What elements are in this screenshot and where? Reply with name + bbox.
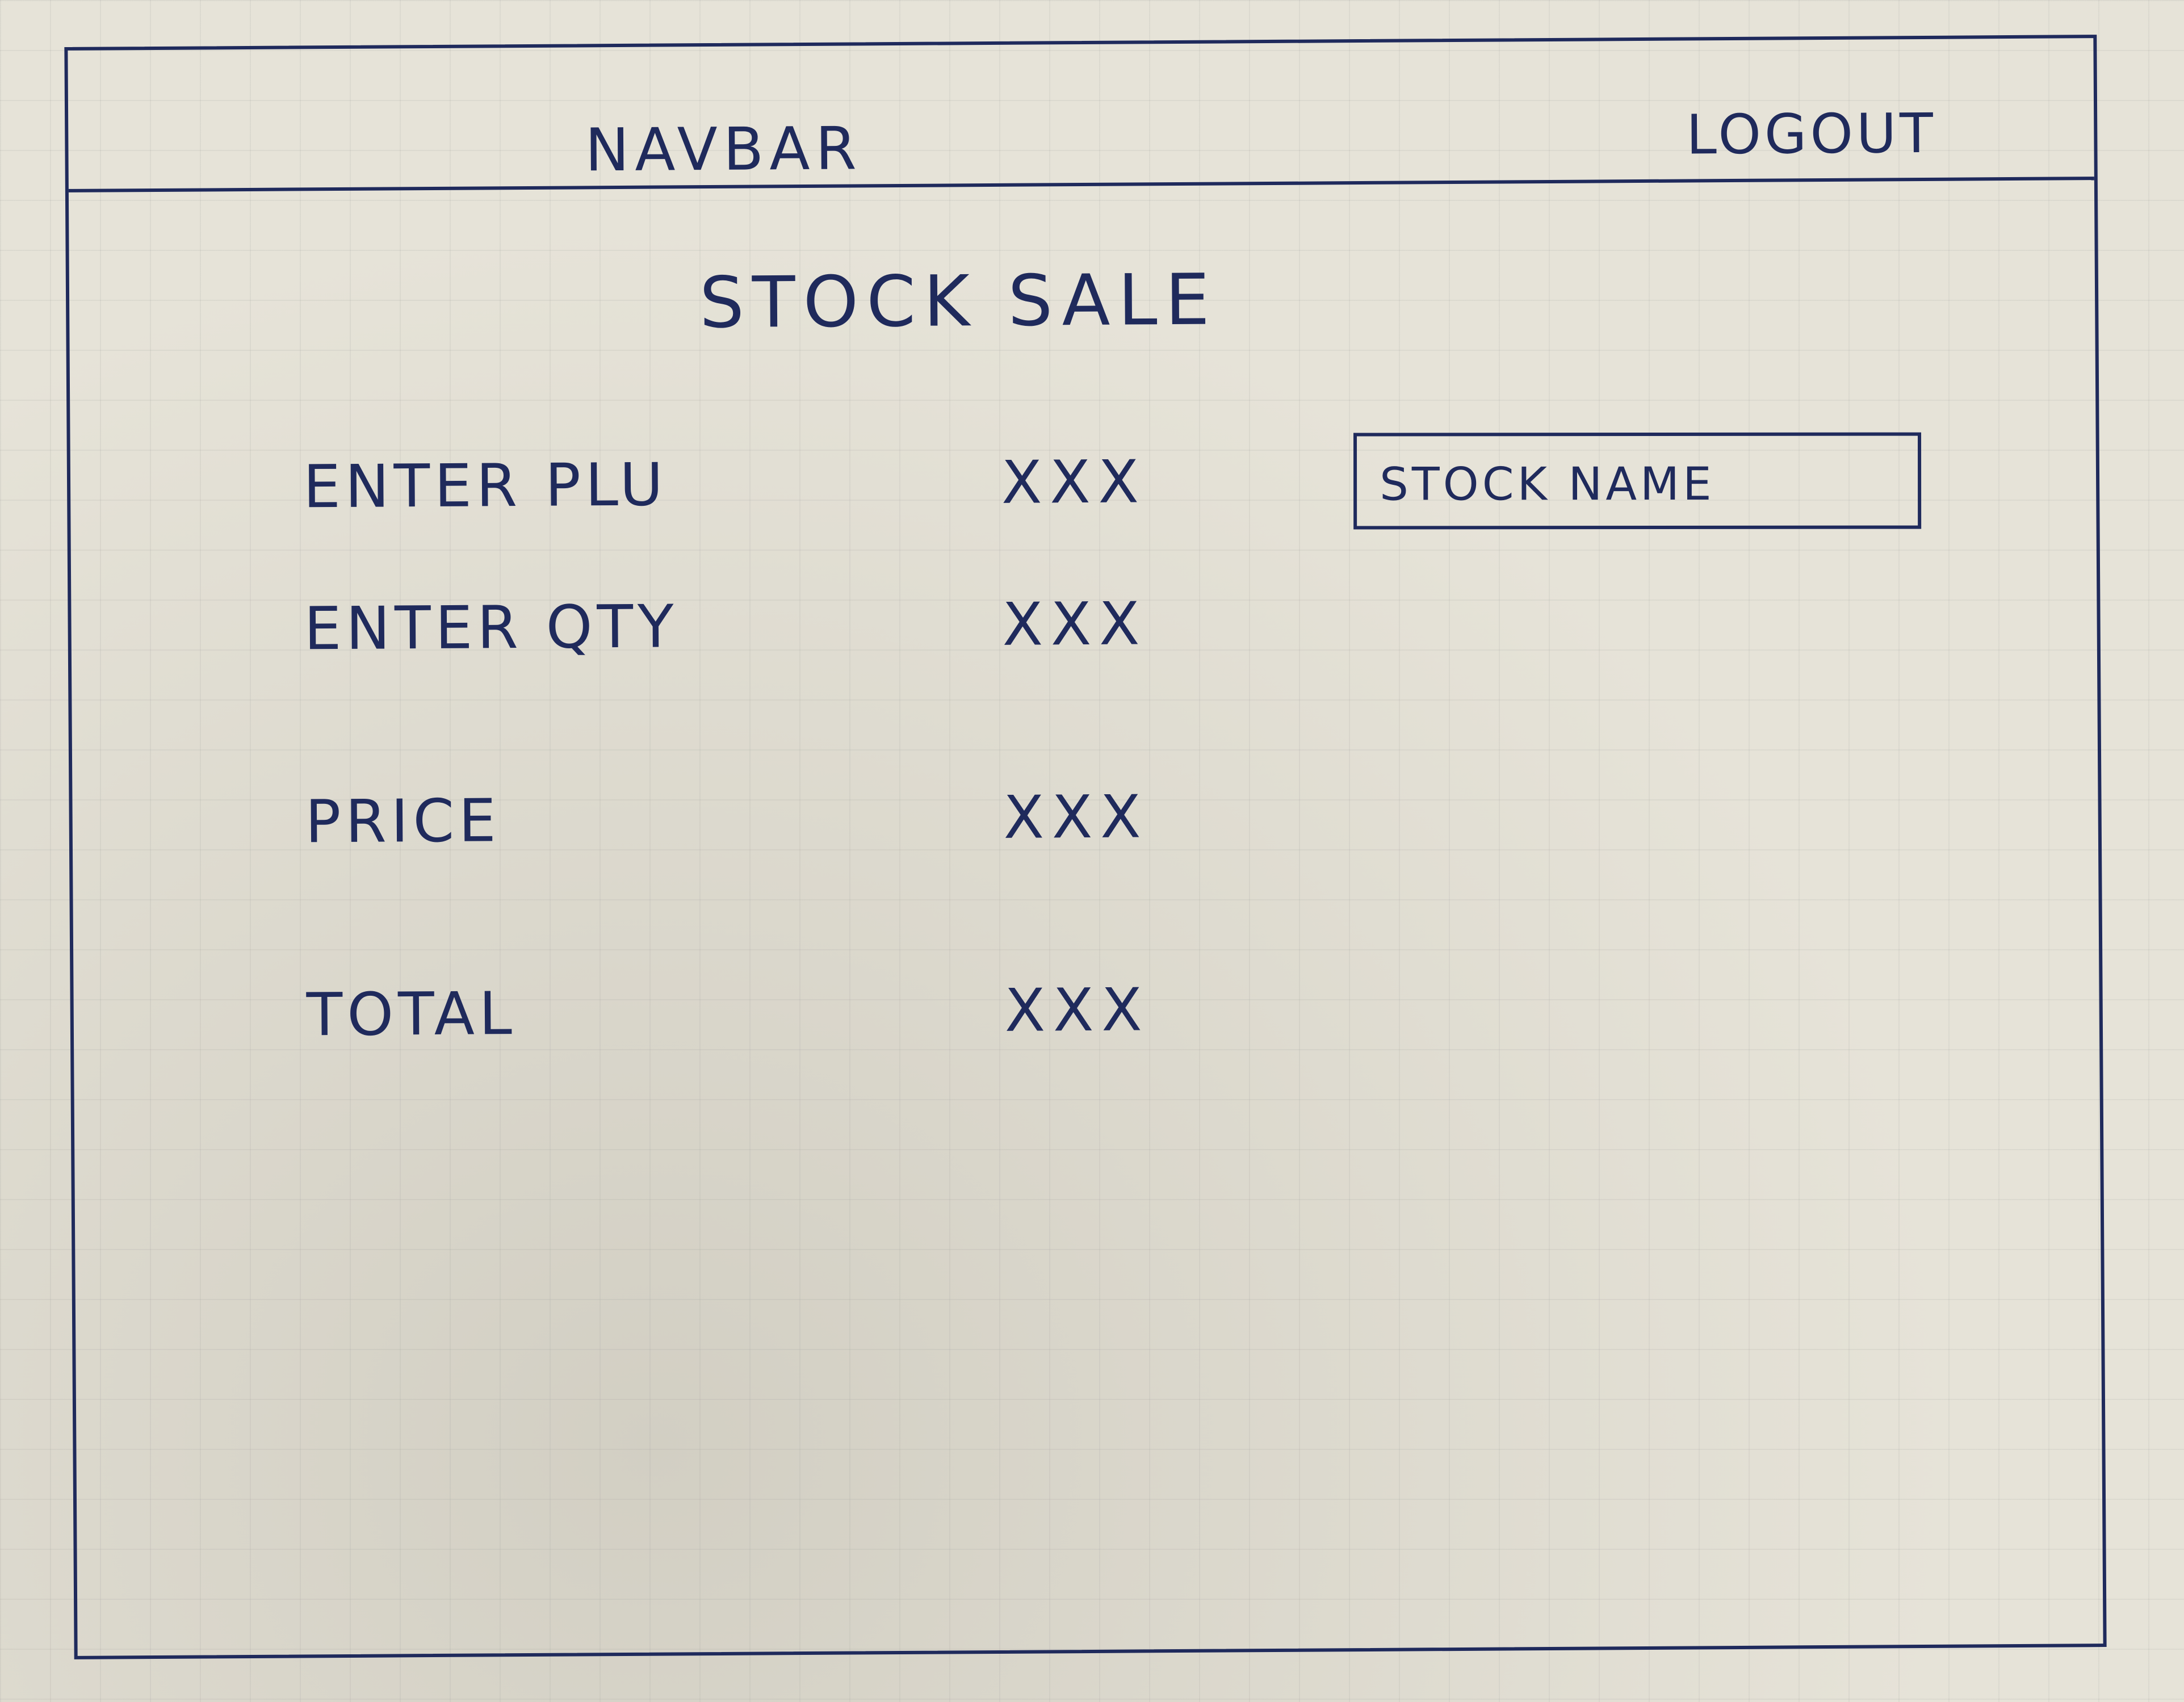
qty-row: ENTER QTY XXX: [71, 566, 2097, 669]
page-title: STOCK SALE: [699, 259, 1218, 345]
wireframe-window: NAVBAR LOGOUT STOCK SALE ENTER PLU XXX E…: [64, 35, 2107, 1659]
total-row: TOTAL XXX: [73, 952, 2099, 1055]
stock-name-value: STOCK NAME: [1380, 457, 1715, 511]
qty-input[interactable]: XXX: [1002, 589, 1148, 659]
price-label: PRICE: [305, 786, 501, 857]
price-value: XXX: [1003, 782, 1149, 852]
navbar-title: NAVBAR: [585, 114, 863, 185]
total-value: XXX: [1004, 975, 1150, 1045]
stock-name-field: STOCK NAME: [1353, 432, 1922, 530]
logout-button[interactable]: LOGOUT: [1686, 101, 1937, 167]
navbar: NAVBAR LOGOUT: [68, 38, 2094, 192]
plu-input[interactable]: XXX: [1001, 447, 1147, 517]
qty-label: ENTER QTY: [304, 592, 678, 664]
plu-label: ENTER PLU: [303, 450, 668, 522]
total-label: TOTAL: [306, 979, 517, 1050]
price-row: PRICE XXX: [72, 759, 2098, 862]
